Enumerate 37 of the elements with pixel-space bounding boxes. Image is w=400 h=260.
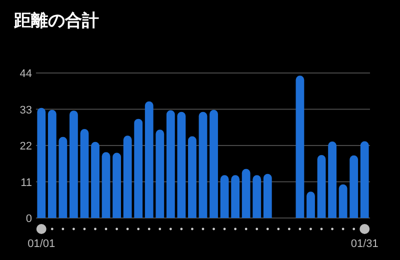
bar	[350, 155, 358, 218]
bar	[123, 136, 132, 218]
x-tick-label: 01/31	[350, 238, 378, 250]
bar	[317, 155, 326, 218]
bar	[328, 142, 336, 218]
x-tick-label: 01/01	[28, 238, 56, 250]
bar	[242, 168, 250, 218]
bar	[198, 112, 208, 218]
bar	[188, 136, 196, 218]
chart-title: 距離の合計	[13, 11, 99, 30]
y-tick-label: 11	[20, 176, 32, 189]
bar	[252, 175, 262, 218]
bar	[338, 184, 348, 218]
y-tick-label: 22	[20, 140, 32, 152]
bar	[80, 129, 89, 218]
y-tick-label: 33	[20, 104, 32, 116]
bar	[112, 152, 122, 218]
bar	[231, 175, 240, 218]
bar	[48, 110, 56, 218]
bar	[58, 136, 68, 218]
bar	[263, 174, 272, 218]
bar	[177, 112, 186, 218]
bar	[156, 130, 164, 218]
bar	[296, 76, 304, 218]
bar	[220, 175, 229, 218]
bar	[306, 192, 315, 218]
y-tick-label: 0	[26, 213, 32, 225]
bar	[360, 141, 369, 218]
bar	[134, 118, 143, 218]
y-tick-label: 44	[20, 68, 32, 80]
bar	[37, 108, 46, 218]
bar	[166, 110, 175, 218]
bar	[91, 142, 100, 218]
bar	[102, 152, 110, 218]
bar	[210, 110, 218, 218]
bar	[70, 110, 78, 218]
bar	[144, 101, 154, 218]
